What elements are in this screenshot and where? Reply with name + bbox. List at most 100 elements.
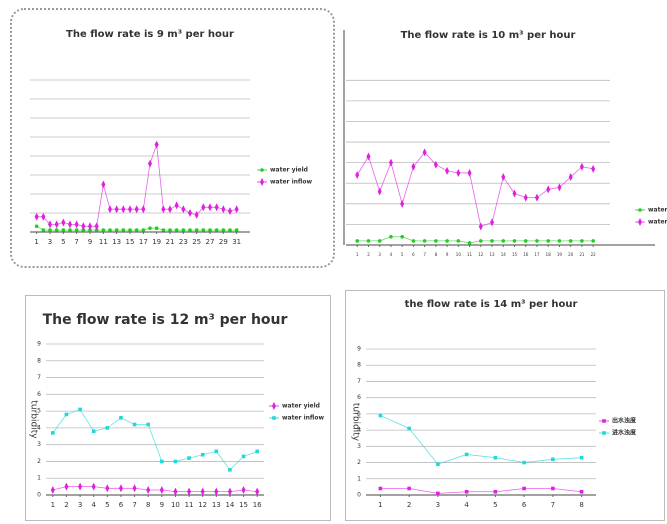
marker xyxy=(201,203,206,212)
x-tick-label: 3 xyxy=(378,252,381,257)
x-tick-label: 7 xyxy=(423,252,426,257)
marker xyxy=(61,228,66,232)
marker xyxy=(114,205,119,214)
y-tick-label: 2 xyxy=(37,458,41,465)
marker xyxy=(154,140,159,149)
series-line xyxy=(52,486,258,493)
marker xyxy=(154,226,159,230)
marker xyxy=(522,460,526,465)
marker xyxy=(146,485,151,494)
x-tick-label: 4 xyxy=(464,501,469,509)
marker xyxy=(114,228,119,232)
x-tick-label: 6 xyxy=(119,501,124,509)
chart-title: The flow rate is 10 m³ per hour xyxy=(401,30,576,41)
marker xyxy=(132,484,137,493)
marker xyxy=(467,168,472,177)
y-tick-label: 1 xyxy=(37,475,41,482)
x-tick-label: 5 xyxy=(493,501,497,509)
marker xyxy=(54,220,59,229)
x-tick-label: 1 xyxy=(34,238,38,246)
marker xyxy=(579,162,584,171)
x-tick-label: 13 xyxy=(112,238,121,246)
marker xyxy=(81,222,86,231)
x-tick-label: 1 xyxy=(378,501,382,509)
marker xyxy=(579,489,584,494)
marker xyxy=(579,455,584,460)
legend-label: 出水浊度 xyxy=(612,417,637,425)
marker xyxy=(534,193,539,202)
marker xyxy=(389,234,393,239)
chart-title: The flow rate is 9 m³ per hour xyxy=(66,29,234,40)
marker xyxy=(68,228,72,232)
x-tick-label: 29 xyxy=(219,238,228,246)
marker xyxy=(200,487,205,496)
marker xyxy=(194,210,199,219)
marker xyxy=(436,462,440,466)
x-tick-label: 20 xyxy=(568,252,574,257)
x-tick-label: 2 xyxy=(407,501,411,509)
marker xyxy=(523,239,528,243)
series-line xyxy=(380,488,582,494)
marker xyxy=(141,205,146,214)
x-tick-label: 14 xyxy=(225,501,234,509)
marker xyxy=(378,486,383,491)
x-tick-label: 5 xyxy=(105,501,109,509)
y-tick-label: 5 xyxy=(357,410,361,417)
marker xyxy=(400,234,404,239)
marker xyxy=(194,228,199,232)
marker xyxy=(173,459,178,464)
marker xyxy=(121,228,126,232)
y-axis-label: turbidity xyxy=(351,403,361,442)
marker xyxy=(160,459,164,464)
marker xyxy=(456,239,461,243)
marker xyxy=(208,228,212,232)
marker xyxy=(188,228,192,232)
y-tick-label: 7 xyxy=(37,374,41,381)
chart: The flow rate is 12 m³ per hour012345678… xyxy=(29,312,325,509)
marker xyxy=(48,220,52,229)
marker xyxy=(78,482,83,491)
marker xyxy=(228,207,232,216)
marker xyxy=(161,228,166,232)
x-tick-label: 5 xyxy=(401,252,404,257)
marker xyxy=(234,228,239,232)
chart: the flow rate is 14 m³ per hour 0 1 2 3 4 5 6 7 8… xyxy=(351,299,638,509)
y-tick-label: 8 xyxy=(37,357,41,364)
y-tick-label: 7 xyxy=(357,378,361,385)
panel: The flow rate is 12 m³ per hour 0 1 2 3 4 5 6 7 8… xyxy=(25,295,331,521)
marker xyxy=(174,201,179,210)
marker xyxy=(422,148,427,157)
marker xyxy=(228,228,232,232)
y-axis-label: turbidity xyxy=(29,400,39,439)
marker xyxy=(234,205,239,214)
marker xyxy=(91,429,96,434)
marker xyxy=(78,407,82,412)
marker xyxy=(54,228,59,232)
y-tick-label: 9 xyxy=(37,341,41,348)
x-tick-label: 15 xyxy=(512,252,518,257)
x-tick-label: 2 xyxy=(64,501,68,509)
x-tick-label: 27 xyxy=(206,238,215,246)
marker xyxy=(512,189,517,198)
marker xyxy=(591,164,596,173)
y-tick-label: 4 xyxy=(37,424,41,431)
marker xyxy=(134,228,139,232)
x-tick-label: 21 xyxy=(166,238,175,246)
marker xyxy=(464,452,469,457)
marker xyxy=(478,222,483,231)
marker xyxy=(68,220,72,229)
x-tick-label: 8 xyxy=(435,252,438,257)
legend-label: 进水浊度 xyxy=(612,429,637,437)
marker xyxy=(188,209,192,217)
marker xyxy=(501,173,506,182)
marker xyxy=(64,412,69,417)
marker xyxy=(159,485,164,494)
marker xyxy=(168,228,172,232)
marker xyxy=(41,212,46,221)
x-tick-label: 16 xyxy=(523,252,529,257)
x-tick-label: 2 xyxy=(367,252,370,257)
x-tick-label: 10 xyxy=(171,501,180,509)
marker xyxy=(168,205,172,214)
